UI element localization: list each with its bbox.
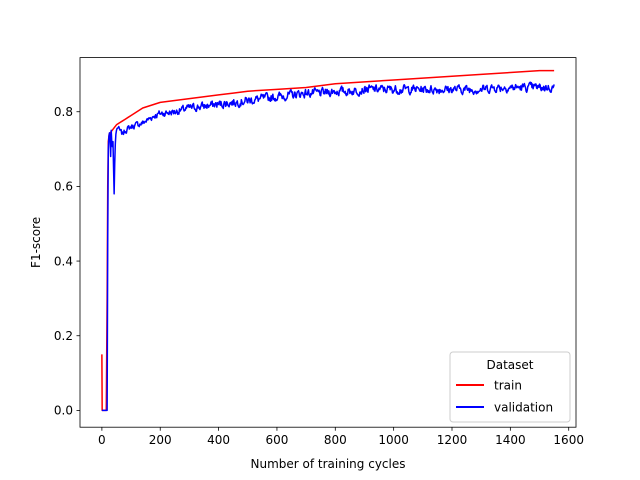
y-tick-label: 0.2 <box>54 329 73 343</box>
y-tick-label: 0.4 <box>54 254 73 268</box>
x-tick-label: 400 <box>207 433 230 447</box>
legend-box <box>449 351 571 423</box>
legend-title: Dataset <box>487 358 534 372</box>
x-axis-ticks: 0 200 400 600 800 1000 1200 1400 1600 <box>98 427 584 447</box>
x-tick-label: 1400 <box>495 433 526 447</box>
y-axis-label: F1-score <box>29 217 43 268</box>
x-axis-label: Number of training cycles <box>251 457 406 471</box>
y-axis-ticks: 0.0 0.2 0.4 0.6 0.8 <box>54 105 80 418</box>
legend-label-train: train <box>494 379 522 393</box>
series-line-validation <box>101 81 555 412</box>
x-tick-label: 1000 <box>378 433 409 447</box>
x-tick-label: 800 <box>324 433 347 447</box>
y-tick-label: 0.6 <box>54 180 73 194</box>
series-layer <box>101 69 555 412</box>
x-tick-label: 200 <box>149 433 172 447</box>
x-tick-label: 600 <box>265 433 288 447</box>
y-tick-label: 0.0 <box>54 404 73 418</box>
plot-frame <box>79 57 577 428</box>
y-tick-label: 0.8 <box>54 105 73 119</box>
x-tick-label: 1200 <box>437 433 468 447</box>
legend-label-validation: validation <box>494 401 553 415</box>
x-tick-label: 0 <box>98 433 106 447</box>
legend: Dataset train validation <box>449 351 571 423</box>
x-tick-label: 1600 <box>553 433 584 447</box>
